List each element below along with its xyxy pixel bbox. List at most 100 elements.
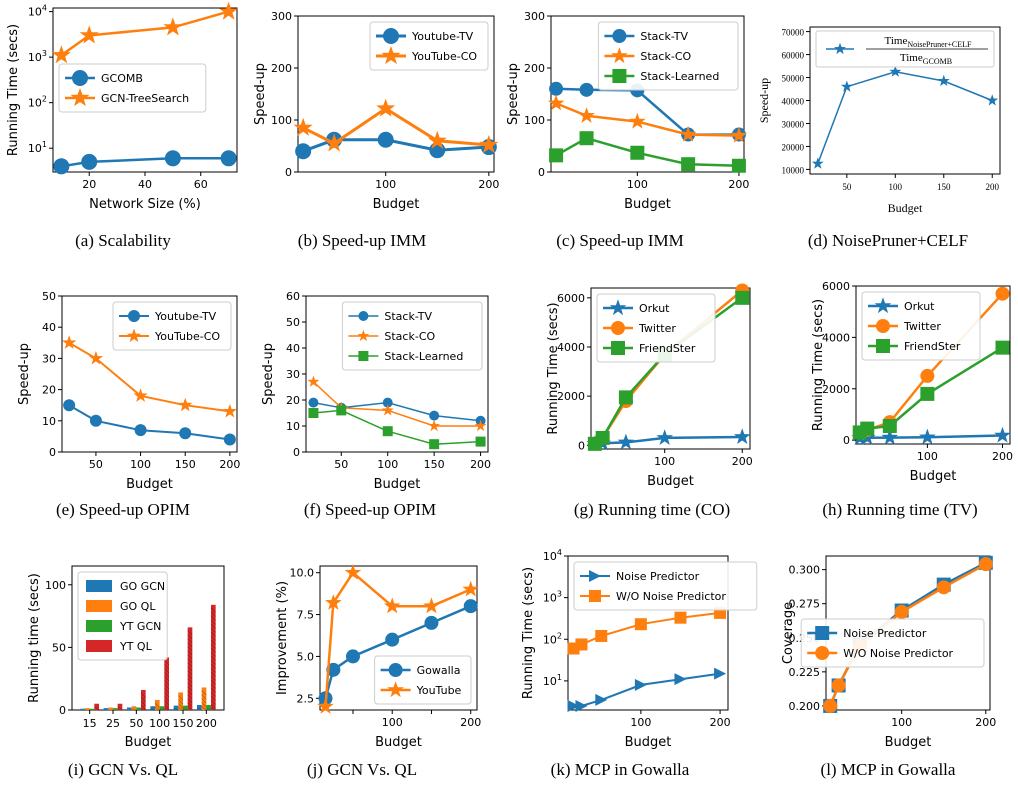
x-tick-label: 100 — [891, 716, 912, 729]
data-point — [474, 419, 487, 432]
y-tick-label: 0 — [49, 446, 56, 459]
plot-frame — [61, 295, 238, 453]
y-tick-label: 40000 — [782, 97, 805, 107]
x-axis-label: Budget — [125, 735, 172, 750]
chart-panel-6: 0 2000 4000 6000 100 200 Budget Running Time (s… — [546, 283, 753, 519]
hatch-line — [210, 663, 216, 669]
bar — [187, 627, 193, 710]
hatch-line — [210, 667, 216, 673]
x-tick-label: 100 — [377, 458, 398, 471]
x-axis-label: Network Size (%) — [89, 197, 201, 212]
data-point — [733, 428, 751, 444]
data-point — [222, 403, 237, 418]
plot-frame — [855, 285, 1011, 445]
y-axis-label: Speed-up — [261, 343, 276, 405]
data-point — [674, 673, 687, 686]
bar — [173, 705, 179, 710]
data-point — [336, 405, 347, 416]
y-tick-label: 0 — [843, 434, 850, 447]
legend-box — [596, 293, 716, 363]
hatch-line — [210, 623, 216, 629]
x-tick-label: 100 — [630, 716, 651, 729]
hatch-line — [178, 699, 184, 705]
legend-label: Stack-CO — [640, 50, 691, 63]
legend-label: Twitter — [903, 320, 941, 333]
chart-panel-11: 0.2000.2250.2500.2750.300100200BudgetCov… — [781, 555, 996, 779]
y-tick-label: 0 — [578, 439, 585, 452]
x-tick-label: 50 — [89, 458, 103, 471]
x-tick-label: 100 — [130, 458, 151, 471]
chart-panel-9: 2.5 5.0 7.5 10.0 100 200 Budget Improvement (%)… — [275, 563, 481, 779]
x-tick-label: 100 — [917, 450, 938, 463]
y-tick-label: 104 — [28, 4, 47, 19]
plot-frame — [550, 15, 745, 173]
bar-hatch — [159, 708, 165, 711]
bar — [164, 657, 169, 710]
x-tick-label: 100 — [889, 182, 903, 192]
legend-label: Orkut — [904, 300, 935, 313]
y-axis-label: Coverage — [781, 602, 796, 664]
x-tick-label: 100 — [627, 178, 648, 191]
data-point — [89, 414, 102, 427]
y-tick-label: 2.5 — [297, 692, 315, 705]
data-point — [223, 433, 236, 446]
hatch-line — [187, 674, 193, 680]
hatch-line — [164, 692, 170, 698]
legend-label: YouTube — [416, 684, 462, 697]
x-tick-label: 200 — [992, 450, 1013, 463]
panel-caption: (h) Running time (TV) — [822, 500, 977, 519]
hatch-line — [210, 691, 216, 697]
y-tick-label: 20 — [286, 394, 300, 407]
data-point — [575, 638, 588, 651]
bar — [127, 707, 132, 710]
bar — [159, 706, 165, 710]
series-line — [68, 341, 231, 413]
tick-exponent: 1 — [42, 140, 47, 149]
legend-marker — [874, 297, 892, 314]
x-axis-label: Budget — [885, 735, 932, 750]
hatch-line — [210, 655, 216, 661]
tick-base: 10 — [543, 633, 557, 646]
data-point — [978, 557, 993, 572]
hatch-line — [187, 686, 193, 692]
bar — [80, 708, 85, 710]
panel-caption: (l) MCP in Gowalla — [821, 760, 956, 779]
data-point — [617, 433, 635, 450]
data-point — [919, 428, 936, 445]
hatch-line — [164, 688, 170, 694]
legend-marker — [611, 341, 625, 355]
data-point — [475, 436, 486, 447]
hatch-line — [187, 658, 193, 664]
data-point — [88, 350, 104, 365]
y-tick-label: 10 — [42, 415, 56, 428]
data-point — [345, 649, 360, 664]
y-axis-label: Speed-up — [506, 63, 521, 125]
data-point — [344, 563, 362, 580]
bar — [117, 703, 123, 710]
data-point — [133, 388, 148, 402]
hatch-line — [210, 607, 216, 613]
data-point — [920, 386, 935, 401]
hatch-line — [187, 662, 193, 668]
hatch-line — [210, 679, 216, 685]
panel-caption: (b) Speed-up IMM — [298, 231, 426, 250]
tick-base: 10 — [543, 675, 557, 688]
data-point — [882, 419, 897, 434]
data-point — [549, 81, 564, 96]
y-tick-label: 0.225 — [789, 666, 821, 679]
hatch-line — [187, 702, 193, 708]
data-point — [317, 697, 334, 714]
legend-box — [573, 561, 758, 611]
series-line — [60, 10, 229, 57]
data-point — [986, 94, 999, 106]
hatch-line — [164, 680, 170, 686]
tick-base: 10 — [28, 97, 42, 110]
hatch-line — [187, 650, 193, 656]
y-axis-label: Running Time (secs) — [6, 24, 21, 156]
legend-label: GCOMB — [101, 72, 143, 85]
bar-hatch — [117, 706, 123, 711]
legend-denominator-sub: GCOMB — [923, 57, 952, 66]
legend-numerator-base: Time — [885, 35, 908, 47]
y-tick-label: 0 — [538, 166, 545, 179]
data-point — [920, 368, 935, 383]
